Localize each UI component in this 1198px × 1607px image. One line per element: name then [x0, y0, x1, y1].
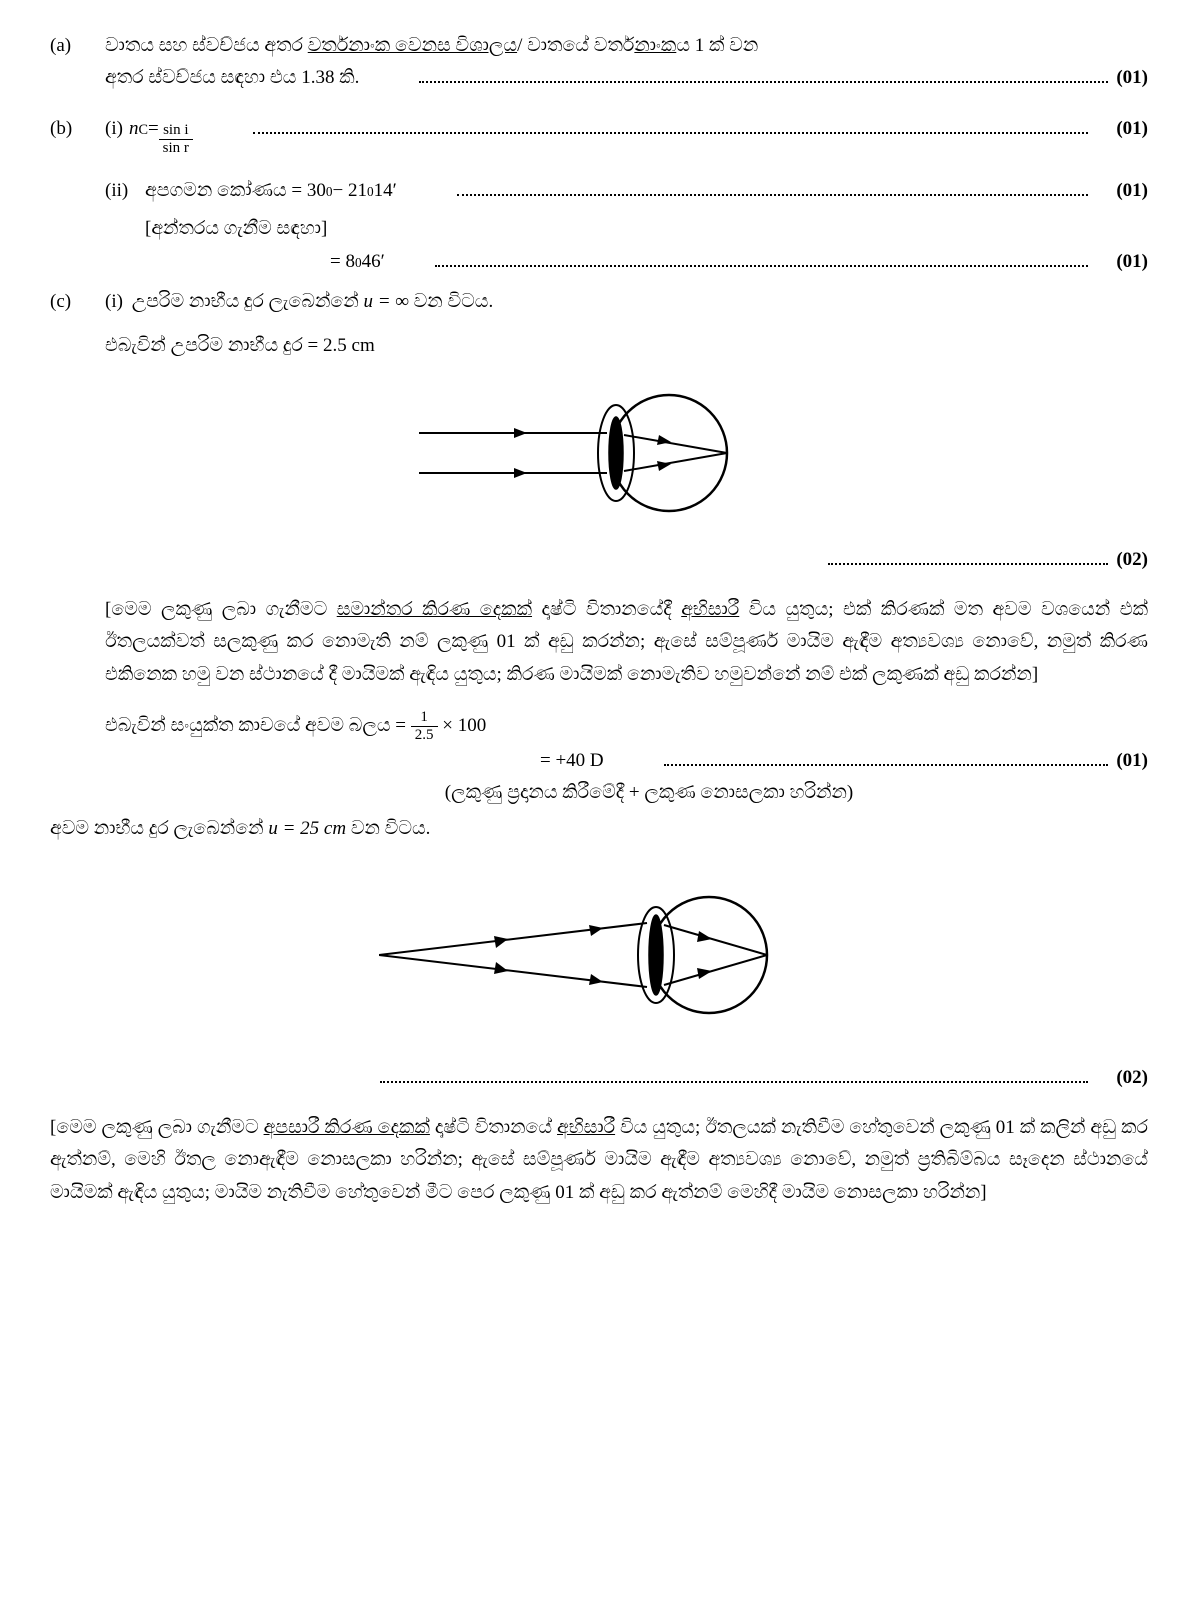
eye-diagram-1: [50, 378, 1148, 539]
bi-top: sin i: [159, 122, 193, 140]
bi-var: n: [129, 113, 139, 145]
n2-u2: අභිසාරී: [557, 1117, 615, 1138]
label-c: (c): [50, 286, 105, 318]
eq-note: (ලකුණු ප්‍රදානය කිරීමේදී + ලකුණ නොසලකා හ…: [150, 777, 1148, 809]
bii-result: = 80 46′ (01): [105, 246, 1148, 278]
c-content: (i) උපරිම නාභීය දුර ලැබෙන්නේ u = ∞ වන වි…: [105, 286, 1148, 318]
a-text1: වාතය සහ ස්වච්ජය අතර: [105, 35, 308, 56]
n2-pre: [මෙම ලකුණු ලබා ගැනීමට: [50, 1117, 264, 1138]
bii-rdots: [435, 265, 1089, 267]
a-dots: [419, 81, 1108, 83]
b-i-content: (i) nC = sin i sin r (01): [105, 113, 1148, 158]
bii-rs: 0: [355, 252, 362, 275]
power-eq: එබැවින් සංයුක්ත කාචයේ අවම බලය = 1 2.5 × …: [105, 709, 1148, 745]
bi-frac: sin i sin r: [159, 122, 193, 158]
part-c: (c) (i) උපරිම නාභීය දුර ලැබෙන්නේ u = ∞ ව…: [50, 286, 1148, 318]
pe-marks: (01): [1116, 745, 1148, 777]
bii-t1: අපගමන කෝණය = 30: [145, 175, 326, 207]
label-b: (b): [50, 113, 105, 145]
bi-marks: (01): [1116, 113, 1148, 145]
n1-u2: අභිසාරී: [681, 599, 739, 620]
cl3-post: වන විටය.: [346, 818, 430, 839]
bii-r1: = 8: [330, 246, 355, 278]
pe-top: 1: [411, 709, 438, 727]
bii-label: (ii): [105, 175, 145, 207]
d2-marks: (02): [1116, 1062, 1148, 1094]
bi-label: (i): [105, 113, 123, 145]
pe-dots: [664, 764, 1109, 766]
n2-m1: දෘෂ්ටි විතානයේ: [430, 1117, 557, 1138]
pe-pre: එබැවින් සංයුක්ත කාචයේ අවම බලය =: [105, 715, 411, 736]
bii-t2: − 21: [332, 175, 366, 207]
bii-content: අපගමන කෝණය = 300 − 210 14′ (01): [145, 175, 1148, 207]
d2-dots: [380, 1081, 1088, 1083]
c-line3: අවම නාභීය දුර ලැබෙන්නේ u = 25 cm වන විටය…: [50, 813, 1148, 845]
diag1-marks-row: (02): [50, 544, 1148, 576]
part-b-i: (b) (i) nC = sin i sin r (01): [50, 113, 1148, 158]
bii-rmarks: (01): [1116, 246, 1148, 278]
pe-frac: 1 2.5: [411, 709, 438, 745]
n1-m1: දෘෂ්ටි විතානයේදී: [532, 599, 681, 620]
ci-label: (i): [105, 291, 123, 312]
bi-eq: =: [148, 113, 159, 145]
bi-sub: C: [138, 118, 148, 142]
ci-var: u = ∞: [364, 291, 409, 312]
pe-bot: 2.5: [411, 727, 438, 744]
bii-dots: [457, 194, 1089, 196]
a-line2: අතර ස්වච්ජය සඳහා එය 1.38 කි.: [105, 62, 359, 94]
a-marks: (01): [1116, 62, 1148, 94]
note2: [මෙම ලකුණු ලබා ගැනීමට අපසාරී කිරණ දෙකක් …: [50, 1112, 1148, 1209]
pe-res: = +40 D: [540, 745, 604, 777]
n1-pre: [මෙම ලකුණු ලබා ගැනීමට: [105, 599, 337, 620]
bii-s1: 0: [326, 181, 333, 204]
ci-line2: එබැවින් උපරිම නාභීය දුර = 2.5 cm: [105, 330, 1148, 362]
part-b-ii: (ii) අපගමන කෝණය = 300 − 210 14′ (01): [105, 175, 1148, 207]
pe-times: × 100: [442, 715, 486, 736]
d1-dots: [828, 563, 1108, 565]
cl3-pre: අවම නාභීය දුර ලැබෙන්නේ: [50, 818, 268, 839]
n2-u1: අපසාරී කිරණ දෙකක්: [264, 1117, 430, 1138]
bii-marks: (01): [1116, 175, 1148, 207]
bii-note: [අන්තරය ගැනීම සඳහා]: [145, 213, 1148, 245]
power-result: = +40 D (01): [50, 745, 1148, 777]
part-a: (a) වාතය සහ ස්වච්ජය අතර වර්තනාංක වෙනස වි…: [50, 30, 1148, 95]
note1: [මෙම ලකුණු ලබා ගැනීමට සමාන්තර කිරණ දෙකක්…: [105, 594, 1148, 691]
a-u2: නාංක: [634, 35, 676, 56]
eye-diagram-2: [50, 880, 1148, 1041]
bi-bot: sin r: [159, 140, 193, 157]
n1-u1: සමාන්තර කිරණ දෙකක්: [337, 599, 532, 620]
ci-t1: උපරිම නාභීය දුර ලැබෙන්නේ: [132, 291, 364, 312]
bii-s2: 0: [367, 181, 374, 204]
a-t3: ය 1 ක් වන: [676, 35, 758, 56]
a-content: වාතය සහ ස්වච්ජය අතර වර්තනාංක වෙනස විශාලය…: [105, 30, 1148, 95]
a-u1: වර්තනාංක වෙනස විශාලය: [308, 35, 517, 56]
ci-t2: වන විටය.: [409, 291, 493, 312]
diag2-marks-row: (02): [50, 1062, 1148, 1094]
a-t2: / වාතයේ වර්ත: [517, 35, 634, 56]
bii-r2: 46′: [362, 246, 385, 278]
bi-dots: [253, 132, 1088, 134]
bii-t3: 14′: [374, 175, 397, 207]
cl3-var: u = 25 cm: [268, 818, 346, 839]
label-a: (a): [50, 30, 105, 62]
d1-marks: (02): [1116, 544, 1148, 576]
